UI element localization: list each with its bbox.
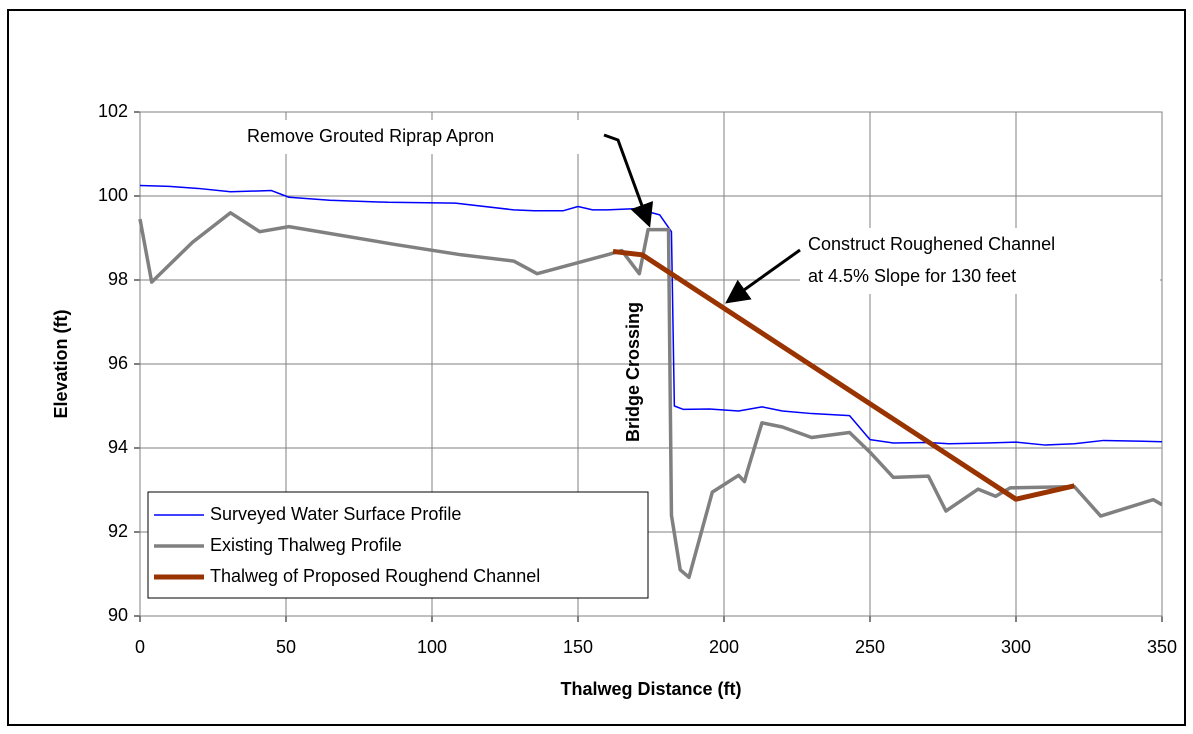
- x-tick-label: 0: [135, 637, 145, 657]
- x-tick-label: 200: [709, 637, 739, 657]
- annotation-arrow: [725, 248, 801, 304]
- x-tick-label: 250: [855, 637, 885, 657]
- y-tick-label: 98: [108, 269, 128, 289]
- y-tick-label: 94: [108, 437, 128, 457]
- legend-label: Thalweg of Proposed Roughend Channel: [210, 566, 540, 586]
- legend-label: Existing Thalweg Profile: [210, 535, 402, 555]
- y-axis-label: Elevation (ft): [51, 309, 71, 418]
- x-tick-label: 300: [1001, 637, 1031, 657]
- y-tick-label: 92: [108, 521, 128, 541]
- series-line: [612, 248, 1075, 502]
- x-tick-label: 350: [1147, 637, 1177, 657]
- series-line: [139, 184, 1163, 446]
- annotation-bg: [800, 228, 1160, 294]
- plot-area: [139, 111, 1163, 617]
- y-tick-label: 90: [108, 605, 128, 625]
- annotation: Remove Grouted Riprap Apron: [247, 126, 494, 146]
- x-tick-label: 100: [417, 637, 447, 657]
- y-tick-label: 96: [108, 353, 128, 373]
- y-tick-label: 102: [98, 101, 128, 121]
- x-axis-label: Thalweg Distance (ft): [560, 679, 741, 699]
- legend-label: Surveyed Water Surface Profile: [210, 504, 461, 524]
- annotation-bg: [232, 120, 592, 154]
- annotation-arrow: [603, 133, 654, 228]
- x-tick-label: 50: [276, 637, 296, 657]
- chart-frame: [7, 9, 1186, 726]
- legend-box: [147, 491, 649, 599]
- annotation: Construct Roughened Channel: [808, 234, 1055, 254]
- y-tick-label: 100: [98, 185, 128, 205]
- x-tick-label: 150: [563, 637, 593, 657]
- series-line: [138, 211, 1163, 580]
- annotation: at 4.5% Slope for 130 feet: [808, 266, 1016, 286]
- annotation: Bridge Crossing: [623, 302, 643, 442]
